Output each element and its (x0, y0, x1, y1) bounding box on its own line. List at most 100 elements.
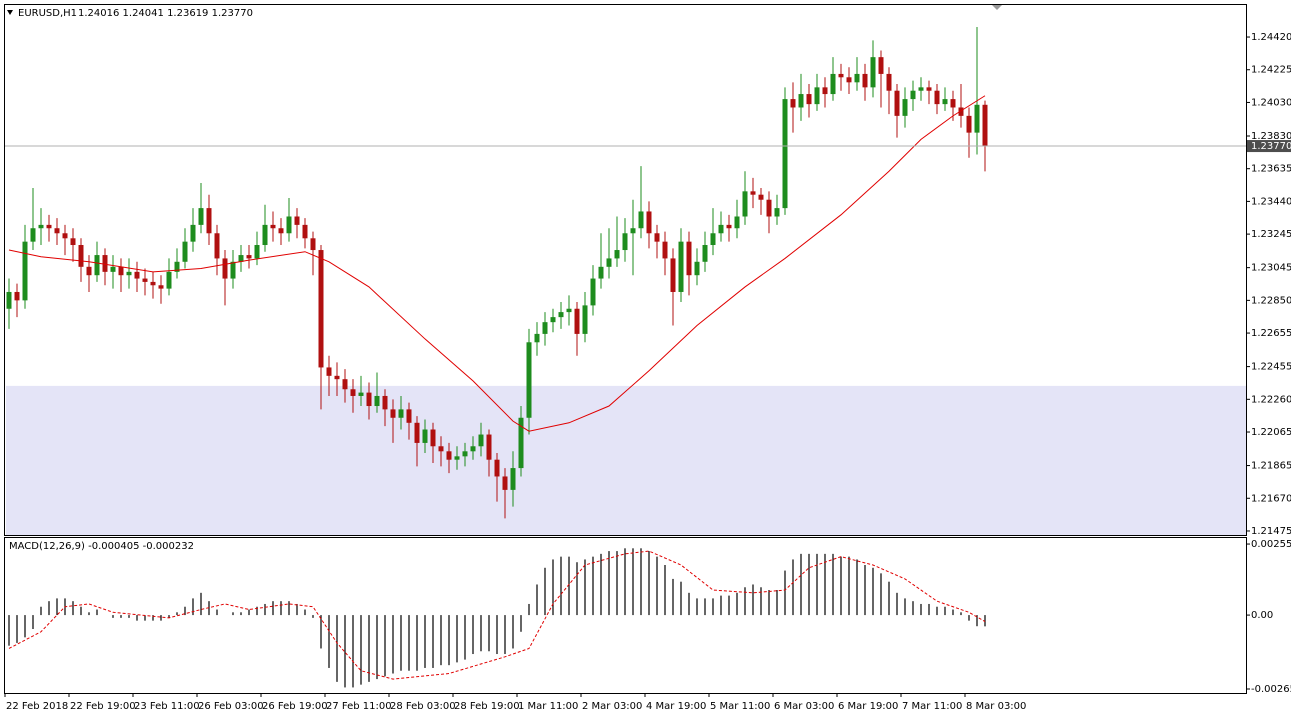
candle-body (910, 90, 916, 100)
candle-body (94, 255, 100, 276)
candle-body (678, 241, 684, 292)
candle-body (502, 476, 508, 490)
candle-body (246, 255, 252, 259)
x-tick-label: 28 Feb 03:00 (390, 701, 456, 712)
candle-body (254, 245, 260, 259)
y-tick-label: 1.22065 (1251, 427, 1291, 438)
candle-body (262, 224, 268, 246)
candle-body (214, 233, 220, 259)
x-tick-label: 1 Mar 11:00 (518, 701, 578, 712)
candle-body (286, 216, 292, 234)
candle-body (846, 77, 852, 83)
candle-body (822, 87, 828, 95)
candle-body (630, 228, 636, 234)
candle-body (574, 308, 580, 334)
x-tick-label: 5 Mar 11:00 (710, 701, 770, 712)
candle-body (270, 224, 276, 229)
candle-body (422, 429, 428, 443)
candle-body (590, 278, 596, 306)
candle-body (686, 241, 692, 276)
candle-body (894, 90, 900, 116)
candle-body (198, 208, 204, 225)
candle-body (174, 261, 180, 272)
candle-body (398, 409, 404, 418)
shift-marker (992, 5, 1002, 10)
candle-body (942, 99, 948, 105)
candle-body (86, 266, 92, 276)
candle-body (294, 216, 300, 225)
candle-body (710, 233, 716, 246)
y-tick-label: 1.24225 (1251, 65, 1291, 76)
candle-body (446, 451, 452, 460)
candle-body (702, 245, 708, 262)
support-zone (6, 385, 1246, 535)
plot-layer (6, 26, 1246, 688)
macd-signal (8, 550, 986, 680)
x-tick-label: 26 Feb 03:00 (198, 701, 264, 712)
candle-body (454, 456, 460, 460)
candle-body (742, 191, 748, 217)
x-tick-label: 26 Feb 19:00 (262, 701, 328, 712)
candle-body (342, 379, 348, 390)
y-tick-label: 1.21865 (1251, 461, 1291, 472)
macd-tick-label: 0.00 (1251, 610, 1273, 621)
candle-body (526, 342, 532, 418)
candle-body (926, 87, 932, 91)
candle-body (950, 99, 956, 108)
candle-body (966, 115, 972, 133)
candle-body (550, 317, 556, 323)
candle-body (414, 422, 420, 443)
candle-body (774, 208, 780, 217)
candle-body (326, 367, 332, 376)
candle-body (110, 266, 116, 272)
candle-body (318, 250, 324, 368)
current-price-box (1247, 140, 1291, 153)
candle-body (366, 392, 372, 407)
candle-body (478, 434, 484, 447)
x-tick-label: 2 Mar 03:00 (582, 701, 642, 712)
y-tick-label: 1.22260 (1251, 394, 1291, 405)
candle-body (758, 194, 764, 200)
x-tick-label: 4 Mar 19:00 (646, 701, 706, 712)
y-tick-label: 1.21475 (1251, 526, 1291, 537)
candle-body (382, 395, 388, 410)
candle-body (102, 255, 108, 272)
menu-triangle (7, 10, 13, 15)
x-tick-label: 8 Mar 03:00 (966, 701, 1026, 712)
candle-body (118, 266, 124, 276)
x-tick-label: 6 Mar 03:00 (774, 701, 834, 712)
candle-body (22, 241, 28, 301)
x-tick-label: 27 Feb 11:00 (326, 701, 392, 712)
moving-average (8, 95, 986, 432)
candle-body (302, 224, 308, 239)
macd-label: MACD(12,26,9) -0.000405 -0.000232 (9, 541, 194, 552)
y-tick-label: 1.23635 (1251, 164, 1291, 175)
candle-body (718, 224, 724, 234)
candle-body (14, 291, 20, 301)
candle-body (62, 233, 68, 239)
candle-body (534, 333, 540, 343)
macd-tick-label: -0.002656 (1251, 684, 1291, 695)
candle-body (798, 94, 804, 108)
candle-body (902, 99, 908, 116)
candle-body (614, 250, 620, 259)
candle-body (782, 99, 788, 209)
candle-body (70, 238, 76, 246)
candle-body (694, 261, 700, 276)
candle-body (510, 468, 516, 490)
candle-body (862, 73, 868, 88)
candle-body (542, 322, 548, 334)
candle-body (638, 211, 644, 229)
candle-body (814, 87, 820, 105)
candle-body (918, 87, 924, 91)
candle-body (438, 446, 444, 452)
candle-body (790, 99, 796, 108)
candle-body (766, 199, 772, 217)
x-tick-label: 22 Feb 2018 (6, 701, 68, 712)
candle-body (166, 271, 172, 289)
candle-body (358, 392, 364, 396)
candle-body (310, 238, 316, 251)
candle-body (486, 434, 492, 460)
